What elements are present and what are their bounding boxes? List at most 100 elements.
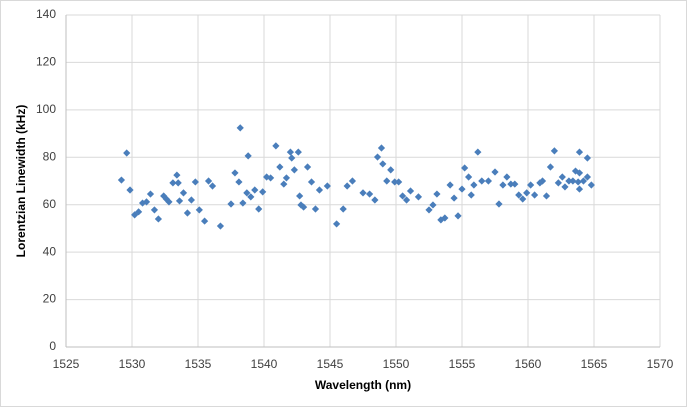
point [300,203,308,211]
point [574,178,582,186]
point [169,179,177,187]
point [235,178,243,186]
point [511,180,519,188]
point [216,222,225,230]
y-tick-label: 0 [49,339,56,353]
point [461,164,469,172]
x-tick-label: 1560 [515,357,542,371]
point [259,188,267,196]
point [484,177,492,185]
point [575,185,584,193]
point [294,148,302,156]
point [583,173,591,181]
point [311,205,320,213]
point [187,196,195,204]
point [150,206,159,214]
point [561,183,569,191]
point [515,191,523,199]
y-tick-label: 120 [36,55,56,69]
point [569,177,577,185]
point [173,171,181,179]
point [307,178,316,186]
point [282,174,291,182]
x-tick-label: 1525 [53,357,80,371]
point [527,181,535,189]
point [542,192,551,200]
y-axis-title: Lorentzian Linewidth (kHz) [14,105,28,258]
point [359,189,367,197]
y-tick-label: 60 [43,197,57,211]
point [146,190,155,198]
point [523,189,531,197]
point [495,200,503,208]
point [208,182,217,190]
point [446,181,454,189]
point [538,177,547,185]
point [575,148,584,156]
point [126,186,134,194]
point [395,178,403,186]
point [191,178,199,186]
point [272,142,280,150]
point [474,148,482,156]
point [373,153,382,161]
point [587,181,595,189]
point [227,200,235,208]
point [414,193,423,201]
y-tick-label: 100 [36,102,56,116]
point [550,147,558,155]
x-axis-title: Wavelength (nm) [315,378,411,392]
point [123,149,131,157]
point [546,163,555,171]
point [239,199,247,207]
point [154,215,162,223]
point [554,179,562,187]
point [433,190,441,198]
point [470,181,478,189]
point [519,195,527,203]
point [499,181,507,189]
point [236,124,244,132]
point [244,152,252,160]
x-tick-label: 1535 [185,357,212,371]
point [379,160,387,168]
point [179,189,188,197]
point [507,180,515,188]
point [296,192,304,200]
y-tick-label: 20 [43,292,57,306]
point [583,154,591,162]
point [579,177,588,185]
point [387,166,395,174]
point [204,177,213,185]
point [195,206,203,214]
point [348,177,357,185]
point [135,208,143,216]
point [425,206,433,214]
point [450,194,458,202]
point [366,190,374,198]
point [315,186,324,194]
point [503,173,511,181]
x-tick-label: 1530 [119,357,146,371]
point [165,198,173,206]
point [231,169,239,177]
point [276,163,284,171]
point [371,196,379,204]
point [288,154,296,162]
point [467,191,475,199]
point [267,174,275,182]
point [247,193,255,201]
point [290,166,298,174]
point [491,168,499,176]
point [558,173,566,181]
point [441,214,449,222]
x-tick-label: 1555 [449,357,476,371]
point [175,197,184,205]
y-tick-label: 40 [43,244,57,258]
x-tick-label: 1570 [647,357,674,371]
point [406,187,415,195]
point [391,178,399,186]
x-tick-label: 1545 [317,357,344,371]
point [183,209,192,217]
y-tick-label: 140 [36,7,56,21]
